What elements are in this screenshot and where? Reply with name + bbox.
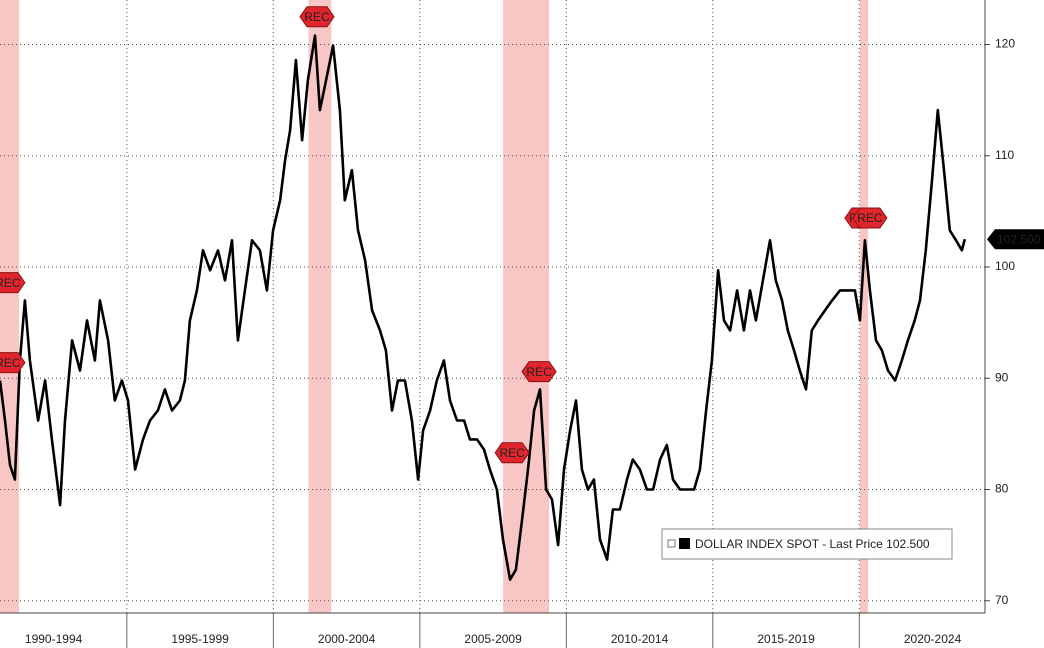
legend-box: [661, 528, 953, 560]
x-tick-label: 1995-1999: [171, 632, 229, 646]
recession-marker-label: REC: [526, 365, 552, 379]
last-price-tag: [987, 229, 1044, 250]
recession-marker: [299, 6, 335, 28]
legend-swatch: [679, 538, 690, 549]
recession-marker: [0, 352, 26, 374]
recession-band: [0, 0, 20, 613]
recession-marker: [521, 361, 557, 383]
x-tick-label: 2015-2019: [757, 632, 815, 646]
y-tick-label: 100: [995, 259, 1015, 273]
legend-expand: [667, 539, 676, 548]
y-tick-label: 90: [995, 370, 1009, 384]
y-tick-label: 70: [995, 593, 1009, 607]
recession-marker: [494, 442, 530, 464]
price-line: [0, 34, 967, 581]
y-tick-label: 80: [995, 482, 1009, 496]
legend: DOLLAR INDEX SPOT - Last Price 102.500: [661, 528, 953, 560]
x-tick-label: 1990-1994: [25, 632, 83, 646]
y-tick-label: 110: [995, 148, 1014, 162]
x-tick-label: 2010-2014: [611, 632, 669, 646]
recession-marker-label: REC: [0, 276, 21, 290]
last-price-label: 102.500: [997, 232, 1041, 246]
y-tick-label: 120: [995, 37, 1015, 51]
x-tick-label: 2000-2004: [318, 632, 376, 646]
recession-band: [859, 0, 869, 613]
recession-marker-label: REC: [857, 211, 883, 225]
recession-marker-label: REC: [499, 446, 525, 460]
legend-label: DOLLAR INDEX SPOT - Last Price 102.500: [695, 537, 930, 551]
x-tick-label: 2020-2024: [904, 632, 962, 646]
recession-marker: [0, 272, 26, 294]
recession-marker-label: REC: [304, 10, 330, 24]
recession-band: [503, 0, 550, 613]
recession-band: [308, 0, 332, 613]
recession-marker: [852, 207, 888, 229]
recession-marker-label: REC: [0, 356, 21, 370]
x-tick-label: 2005-2009: [464, 632, 522, 646]
